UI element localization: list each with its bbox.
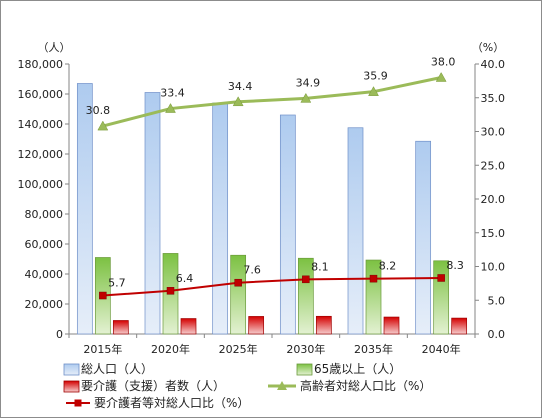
bar-care-recipients [112,320,129,335]
data-label-elderly-ratio: 38.0 [431,56,456,69]
legend-swatch-age-65-plus [296,363,313,376]
legend-label-care-recipients: 要介護（支援）者数（人） [81,378,225,393]
legend-marker-care-ratio [74,399,82,407]
marker-care-ratio [99,291,107,300]
data-label-elderly-ratio: 33.4 [160,87,185,100]
marker-elderly-ratio [165,103,176,113]
legend: 総人口（人） 65歳以上（人） 要介護（支援）者数（人） 高齢者対総人口比（%） 要介護… [63,362,431,410]
x-tick-label: 2035年 [354,342,393,356]
x-tick-label: 2030年 [286,342,325,356]
marker-elderly-ratio [97,120,109,131]
left-tick-label: 60,000 [25,238,64,251]
x-tick-label: 2015年 [83,342,122,356]
bar-care-recipients [383,316,400,335]
right-tick-label: 40.0 [481,58,506,71]
legend-marker-elderly-ratio [277,381,287,390]
data-label-care-ratio: 8.1 [311,260,329,273]
legend-swatch-care-recipients [63,380,80,393]
data-label-care-ratio: 8.3 [446,259,464,272]
x-tick-label: 2020年 [151,342,190,356]
legend-label-elderly-ratio: 高齢者対総人口比（%） [300,378,431,393]
labels-layer: 30.8 33.4 34.4 34.9 35.9 38.0 5.7 6.4 7.6 8.1 8.2 8… [86,56,464,290]
right-tick-label: 0.0 [488,328,506,341]
data-label-care-ratio: 8.2 [379,260,397,273]
right-tick-label: 20.0 [481,193,506,206]
bar-total-population [212,102,229,335]
marker-care-ratio [437,274,445,282]
bar-care-recipients [451,317,468,335]
x-tick-label: 2040年 [422,342,461,356]
legend-label-total-population: 総人口（人） [81,362,153,376]
legend-label-age-65-plus: 65歳以上（人） [314,362,401,376]
bar-care-recipients [315,315,332,335]
bar-total-population [347,127,364,335]
marker-elderly-ratio [232,96,244,107]
left-tick-label: 40,000 [25,268,64,281]
left-axis-unit: （人） [38,41,71,54]
marker-care-ratio [234,278,242,287]
marker-elderly-ratio [368,86,379,96]
left-tick-label: 20,000 [25,298,64,311]
right-tick-label: 5.0 [488,294,506,307]
left-tick-label: 100,000 [18,178,64,191]
bars-layer [76,83,468,335]
marker-care-ratio [369,274,378,283]
legend-label-care-ratio: 要介護者等対総人口比（%） [94,395,249,410]
right-tick-label: 35.0 [481,92,506,105]
bar-total-population [144,92,161,335]
left-tick-label: 80,000 [25,208,64,221]
bar-age-65-plus [230,254,247,335]
right-tick-label: 30.0 [481,126,506,139]
data-label-care-ratio: 6.4 [176,272,194,285]
bar-care-recipients [180,318,197,335]
axes-layer: 0 20,000 40,000 60,000 80,000 100,000 120,000 1… [18,41,506,356]
data-label-elderly-ratio: 34.4 [228,80,253,93]
data-label-elderly-ratio: 34.9 [296,76,321,89]
lines-layer [97,71,447,300]
line-elderly-ratio [102,76,442,128]
left-tick-label: 120,000 [18,148,64,161]
right-axis-unit: （%） [472,41,504,54]
marker-care-ratio [302,275,310,284]
bar-total-population [415,140,432,335]
left-tick-label: 0 [56,328,63,341]
data-label-elderly-ratio: 30.8 [86,104,111,117]
right-tick-label: 15.0 [481,227,506,240]
data-label-elderly-ratio: 35.9 [363,70,388,83]
bar-total-population [76,83,93,335]
marker-elderly-ratio [435,71,447,82]
marker-elderly-ratio [300,92,312,103]
left-tick-label: 160,000 [18,88,64,101]
left-tick-label: 180,000 [18,58,64,71]
line-care-ratio [102,276,442,297]
data-label-care-ratio: 5.7 [108,277,126,290]
left-tick-label: 140,000 [18,118,64,131]
right-tick-label: 25.0 [481,159,506,172]
legend-swatch-total-population [63,363,80,376]
data-label-care-ratio: 7.6 [243,264,261,277]
bar-care-recipients [248,316,265,335]
x-tick-label: 2025年 [219,342,258,356]
bar-total-population [279,114,296,335]
marker-care-ratio [166,287,175,295]
right-tick-label: 10.0 [481,261,506,274]
